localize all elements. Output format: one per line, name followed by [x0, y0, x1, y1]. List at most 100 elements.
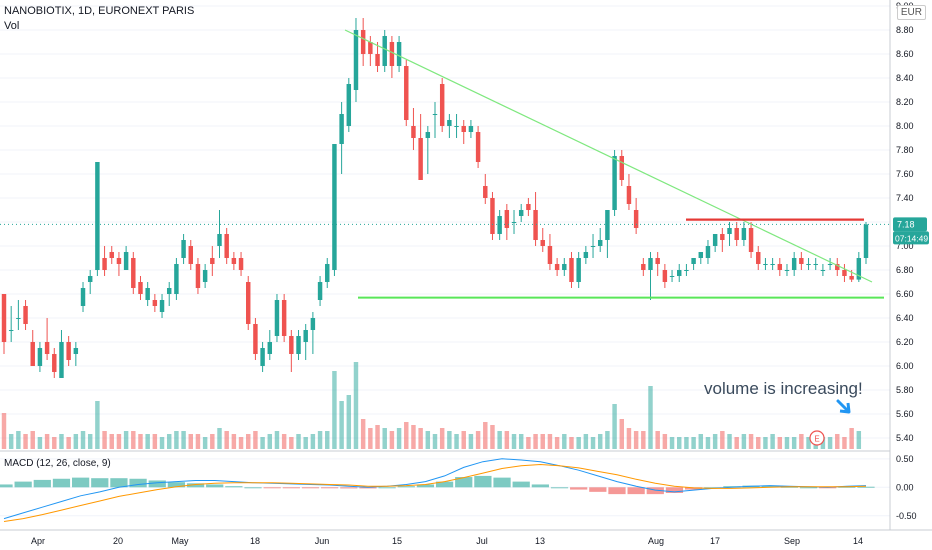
x-tick-label: Jul	[476, 536, 488, 546]
volume-bar	[547, 434, 553, 449]
y-tick-label: 5.40	[896, 433, 914, 443]
volume-bar	[296, 434, 301, 449]
candle-body	[439, 84, 445, 126]
candle-body	[705, 246, 711, 258]
candle-body	[490, 198, 495, 234]
candle-body	[123, 252, 129, 270]
macd-histogram-bar	[723, 486, 741, 488]
candle-body	[145, 288, 150, 300]
volume-bar	[835, 434, 840, 449]
last-price-text: 7.18	[897, 219, 915, 229]
volume-bar	[360, 419, 366, 449]
candle-body	[325, 264, 330, 282]
y-tick-label: 6.80	[896, 265, 914, 275]
macd-histogram-bar	[780, 486, 798, 488]
volume-bar	[181, 431, 186, 449]
x-tick-label: 15	[392, 536, 402, 546]
volume-bar	[87, 434, 93, 449]
candle-body	[375, 54, 380, 66]
volume-bars	[1, 362, 862, 449]
candle-body	[80, 288, 86, 306]
volume-bar	[30, 431, 35, 449]
candle-body	[210, 258, 215, 264]
volume-bar	[332, 371, 337, 449]
candle-body	[468, 126, 474, 132]
macd-histogram-bar	[646, 487, 664, 495]
candle-body	[238, 258, 244, 270]
volume-bar	[382, 428, 387, 449]
volume-bar	[705, 437, 711, 449]
candle-body	[131, 258, 136, 288]
candle-body	[813, 264, 818, 265]
volume-bar	[274, 431, 280, 449]
candle-body	[95, 162, 100, 270]
candle-body	[547, 246, 553, 264]
macd-histogram-bar	[321, 487, 339, 489]
candle-body	[217, 234, 222, 246]
candle-body	[303, 330, 308, 342]
currency-badge[interactable]: EUR	[896, 5, 926, 20]
candles	[1, 18, 869, 378]
candle-body	[454, 126, 459, 127]
volume-bar	[605, 431, 610, 449]
candle-body	[856, 258, 862, 280]
volume-bar	[554, 437, 560, 449]
volume-bar	[152, 434, 158, 449]
macd-histogram-bar	[570, 487, 588, 490]
volume-bar	[763, 437, 768, 449]
candle-body	[576, 258, 581, 282]
candle-body	[353, 30, 359, 90]
volume-bar	[633, 431, 639, 449]
volume-bar	[698, 434, 704, 449]
volume-bar	[217, 428, 222, 449]
volume-bar	[281, 434, 287, 449]
volume-bar	[174, 431, 179, 449]
candle-body	[777, 264, 783, 270]
volume-bar	[468, 434, 474, 449]
macd-histogram-bar	[14, 481, 32, 488]
earnings-marker-text: E	[814, 435, 819, 444]
macd-histogram-bar	[378, 487, 396, 489]
y-tick-label: 8.80	[896, 25, 914, 35]
volume-bar	[439, 428, 445, 449]
volume-bar	[504, 431, 510, 449]
candle-body	[526, 204, 531, 210]
x-tick-label: 13	[535, 536, 545, 546]
macd-histogram-bar	[206, 484, 224, 488]
signal-line	[3, 463, 867, 522]
volume-bar	[447, 431, 452, 449]
candle-body	[475, 132, 481, 162]
volume-bar	[310, 434, 316, 449]
candle-body	[389, 42, 395, 66]
y-tick-label: 5.60	[896, 409, 914, 419]
macd-histogram-bar	[857, 486, 875, 488]
macd-y-tick-label: -0.50	[896, 511, 917, 521]
candle-body	[44, 342, 50, 354]
volume-bar	[583, 434, 589, 449]
x-tick-label: Jun	[315, 536, 330, 546]
candle-body	[195, 264, 201, 288]
candle-body	[583, 252, 589, 258]
volume-bar	[497, 431, 502, 449]
macd-histogram-bar	[704, 487, 722, 489]
volume-bar	[569, 437, 574, 449]
candle-body	[174, 264, 179, 294]
candle-body	[16, 318, 21, 319]
macd-histogram-bar	[799, 487, 818, 489]
candle-body	[260, 348, 265, 366]
volume-bar	[159, 437, 165, 449]
candle-body	[296, 336, 301, 354]
candle-body	[684, 270, 689, 271]
candle-body	[597, 240, 603, 246]
volume-bar	[138, 434, 143, 449]
candle-body	[626, 186, 632, 204]
macd-histogram-bar	[110, 478, 128, 488]
macd-histogram-bar	[684, 487, 703, 490]
volume-bar	[648, 386, 653, 449]
candle-body	[231, 258, 237, 264]
volume-bar	[23, 434, 28, 449]
volume-bar	[145, 434, 150, 449]
candle-body	[863, 224, 869, 258]
